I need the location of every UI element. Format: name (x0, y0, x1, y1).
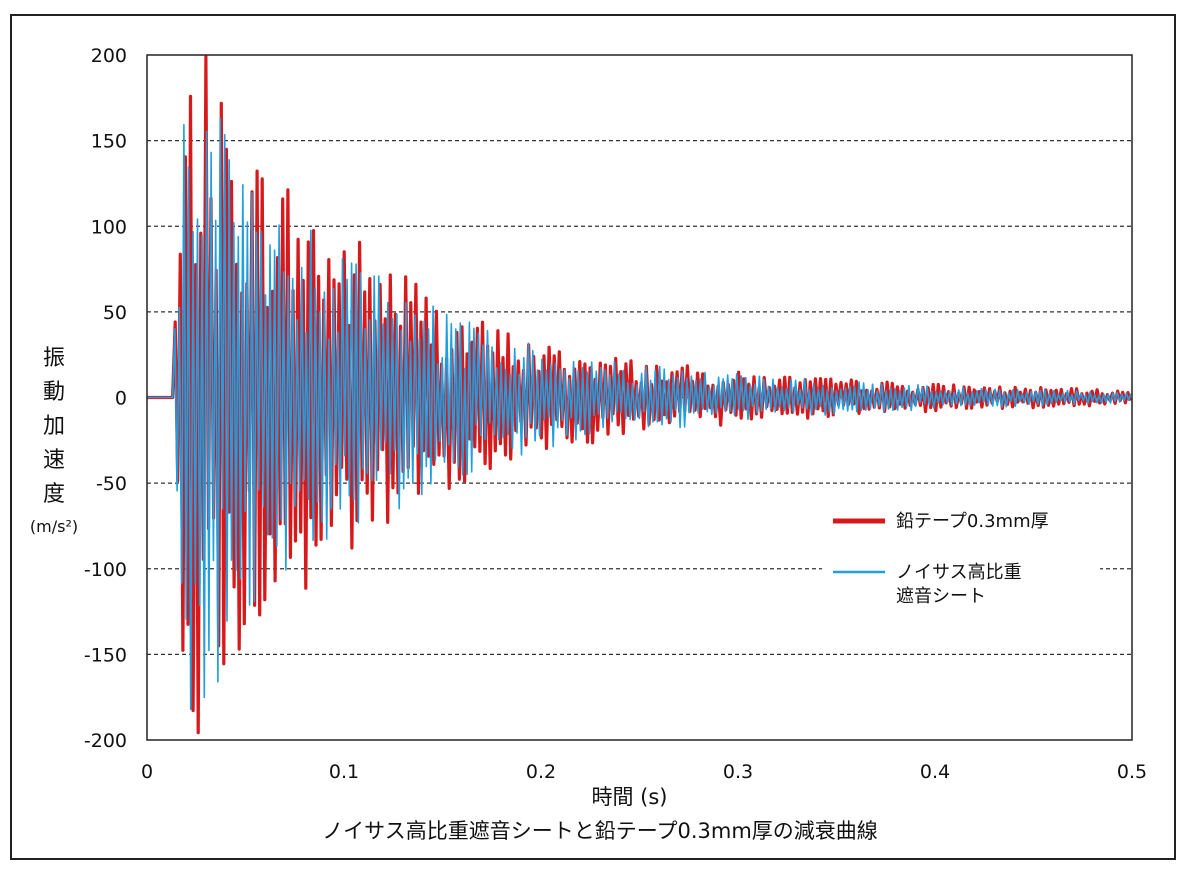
chart-caption: ノイサス高比重遮音シートと鉛テープ0.3mm厚の減衰曲線 (322, 819, 878, 843)
y-tick-label: -100 (84, 559, 127, 581)
y-axis-label-char: 動 (43, 380, 65, 405)
y-axis-unit: (m/s²) (30, 517, 78, 536)
y-axis-label-char: 加 (43, 414, 65, 439)
x-tick-label: 0.4 (920, 761, 950, 783)
x-tick-label: 0.3 (723, 761, 753, 783)
y-axis-label-char: 速 (43, 448, 65, 473)
plot-area-border (146, 54, 1133, 741)
y-tick-label: 0 (115, 388, 127, 410)
legend-entry-label: 鉛テープ0.3mm厚 (896, 511, 1049, 532)
y-tick-label: 200 (91, 45, 127, 67)
y-tick-label: -50 (96, 473, 127, 495)
series-layer (147, 55, 1132, 735)
x-tick-labels: 0 0.1 0.2 0.3 0.4 0.5 (141, 761, 1147, 783)
y-tick-labels: 200 150 100 50 0 -50 -100 -150 -200 (84, 45, 127, 752)
y-tick-label: -150 (84, 644, 127, 666)
y-axis-label-char: 度 (43, 482, 65, 507)
legend-entry-label: 遮音シート (896, 586, 986, 607)
x-tick-label: 0.5 (1117, 761, 1147, 783)
legend-entry-label: ノイサス高比重 (896, 562, 1022, 583)
x-tick-label: 0.1 (329, 761, 359, 783)
y-axis-label-char: 振 (43, 346, 65, 371)
y-tick-label: 100 (91, 216, 127, 238)
y-tick-label: -200 (84, 730, 127, 752)
y-tick-label: 50 (103, 302, 127, 324)
x-tick-label: 0.2 (526, 761, 556, 783)
y-tick-label: 150 (91, 131, 127, 153)
series-line (147, 117, 1132, 711)
x-tick-label: 0 (141, 761, 153, 783)
x-axis-label: 時間 (s) (591, 785, 667, 809)
